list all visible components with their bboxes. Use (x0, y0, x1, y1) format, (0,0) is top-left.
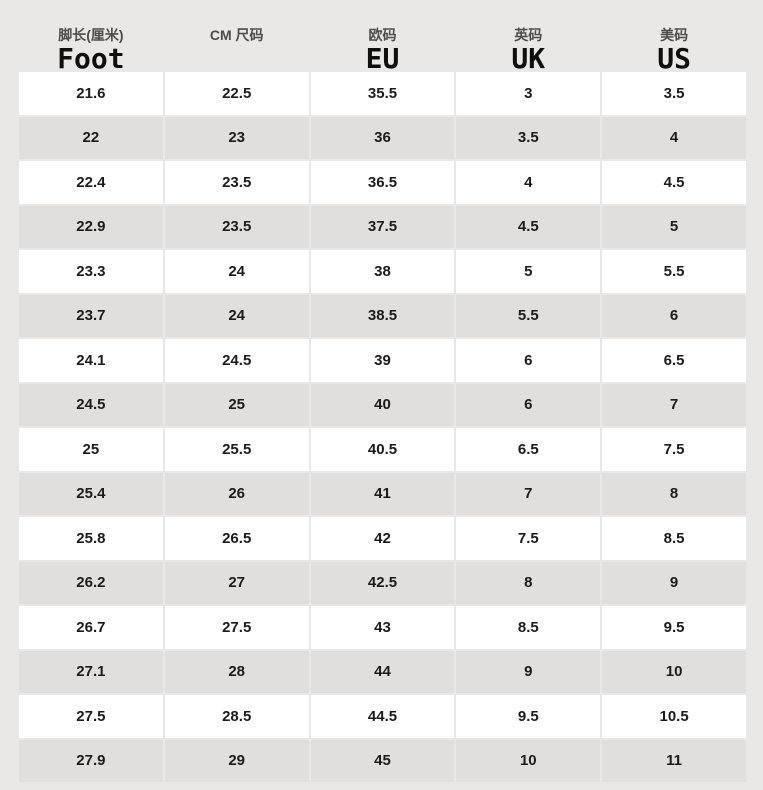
table-cell: 7.5 (602, 428, 746, 471)
column-header-cn: 美码 (660, 27, 689, 43)
table-cell: 24 (164, 294, 309, 337)
table-cell: 27.9 (19, 739, 163, 782)
table-cell: 23.5 (164, 161, 309, 204)
table-cell: 24.5 (19, 383, 163, 426)
table-cell: 5 (602, 205, 746, 248)
table-cell: 25 (164, 383, 309, 426)
table-cell: 23.7 (19, 294, 163, 337)
table-cell: 6 (456, 383, 601, 426)
table-cell: 9.5 (602, 606, 746, 649)
table-cell: 42.5 (310, 561, 455, 604)
table-cell: 25.4 (19, 472, 163, 515)
table-cell: 44.5 (310, 695, 455, 738)
size-conversion-chart: 脚长(厘米) Foot CM 尺码 欧码 EU 英码 UK 美码 US 21.6… (19, 0, 746, 782)
table-cell: 8.5 (456, 606, 601, 649)
table-cell: 23.3 (19, 250, 163, 293)
table-cell: 7 (602, 383, 746, 426)
column-header-eu-size: 欧码 EU (311, 27, 455, 75)
column-header-cm-size: CM 尺码 (165, 27, 309, 72)
table-cell: 4 (602, 116, 746, 159)
table-cell: 9 (602, 561, 746, 604)
table-cell: 11 (602, 739, 746, 782)
table-cell: 6 (602, 294, 746, 337)
column-header-cn: 欧码 (368, 27, 397, 43)
table-cell: 22 (19, 116, 163, 159)
table-cell: 10 (602, 650, 746, 693)
table-cell: 29 (164, 739, 309, 782)
table-cell: 4.5 (602, 161, 746, 204)
column-header-cn: 脚长(厘米) (58, 27, 124, 43)
table-cell: 26.5 (164, 517, 309, 560)
table-cell: 5.5 (602, 250, 746, 293)
table-cell: 3.5 (602, 72, 746, 115)
table-cell: 3.5 (456, 116, 601, 159)
table-cell: 22.5 (164, 72, 309, 115)
column-header-cn: 英码 (514, 27, 543, 43)
size-chart-header: 脚长(厘米) Foot CM 尺码 欧码 EU 英码 UK 美码 US (19, 0, 746, 75)
table-cell: 27 (164, 561, 309, 604)
table-cell: 24.1 (19, 339, 163, 382)
table-cell: 27.5 (19, 695, 163, 738)
table-cell: 38 (310, 250, 455, 293)
table-cell: 23.5 (164, 205, 309, 248)
table-cell: 38.5 (310, 294, 455, 337)
table-cell: 40.5 (310, 428, 455, 471)
table-cell: 25.5 (164, 428, 309, 471)
table-cell: 8.5 (602, 517, 746, 560)
table-cell: 7.5 (456, 517, 601, 560)
table-cell: 42 (310, 517, 455, 560)
column-header-us-size: 美码 US (602, 27, 746, 75)
table-cell: 28 (164, 650, 309, 693)
table-cell: 39 (310, 339, 455, 382)
table-cell: 45 (310, 739, 455, 782)
table-cell: 3 (456, 72, 601, 115)
table-cell: 28.5 (164, 695, 309, 738)
table-cell: 22.9 (19, 205, 163, 248)
table-cell: 36.5 (310, 161, 455, 204)
table-cell: 9.5 (456, 695, 601, 738)
table-cell: 22.4 (19, 161, 163, 204)
table-cell: 26.7 (19, 606, 163, 649)
table-cell: 7 (456, 472, 601, 515)
table-cell: 5.5 (456, 294, 601, 337)
size-chart-body: 21.6 22.5 35.5 3 3.5 22 23 36 3.5 4 22.4 23.5 36.5 4 4… (19, 72, 746, 782)
table-cell: 27.5 (164, 606, 309, 649)
table-cell: 6 (456, 339, 601, 382)
table-cell: 8 (456, 561, 601, 604)
table-cell: 23 (164, 116, 309, 159)
column-header-cn: CM 尺码 (209, 27, 264, 43)
table-cell: 25 (19, 428, 163, 471)
table-cell: 24 (164, 250, 309, 293)
table-cell: 6.5 (602, 339, 746, 382)
table-cell: 26 (164, 472, 309, 515)
table-cell: 10.5 (602, 695, 746, 738)
column-header-en: Foot (57, 42, 125, 75)
table-cell: 41 (310, 472, 455, 515)
table-cell: 4.5 (456, 205, 601, 248)
table-cell: 10 (456, 739, 601, 782)
table-cell: 43 (310, 606, 455, 649)
table-cell: 40 (310, 383, 455, 426)
table-cell: 27.1 (19, 650, 163, 693)
column-header-foot-length: 脚长(厘米) Foot (19, 27, 163, 75)
table-cell: 36 (310, 116, 455, 159)
table-cell: 5 (456, 250, 601, 293)
table-cell: 8 (602, 472, 746, 515)
table-cell: 35.5 (310, 72, 455, 115)
column-header-en: UK (511, 42, 546, 75)
table-cell: 21.6 (19, 72, 163, 115)
table-cell: 6.5 (456, 428, 601, 471)
table-cell: 37.5 (310, 205, 455, 248)
table-cell: 44 (310, 650, 455, 693)
column-header-en: US (657, 42, 691, 75)
table-cell: 4 (456, 161, 601, 204)
table-cell: 26.2 (19, 561, 163, 604)
column-header-en: EU (365, 42, 400, 75)
table-cell: 9 (456, 650, 601, 693)
table-cell: 24.5 (164, 339, 309, 382)
column-header-uk-size: 英码 UK (456, 27, 600, 75)
table-cell: 25.8 (19, 517, 163, 560)
